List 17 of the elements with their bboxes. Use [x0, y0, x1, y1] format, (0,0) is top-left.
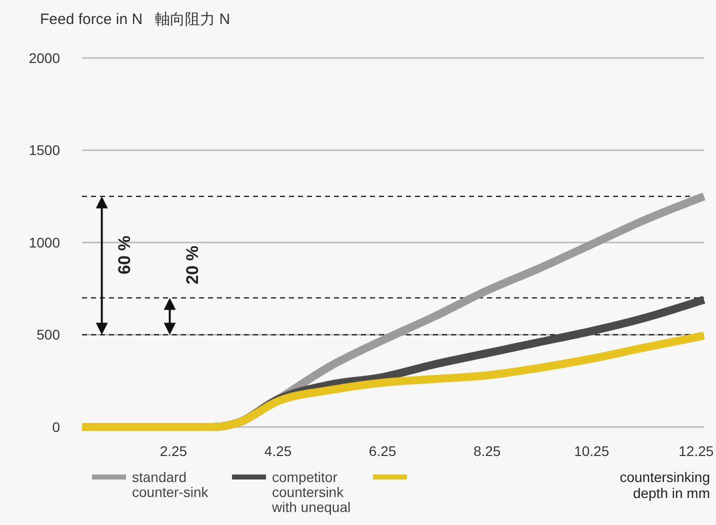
x-tick-label: 10.25: [574, 443, 610, 459]
legend-label: competitor countersink with unequal: [271, 469, 351, 515]
x-tick-label: 6.25: [368, 443, 396, 459]
y-tick-label: 1500: [28, 142, 60, 158]
annotation: 20 %: [182, 246, 202, 284]
legend-label: standard counter-sink: [132, 469, 210, 500]
y-tick-label: 2000: [28, 50, 60, 66]
x-tick-label: 12.25: [678, 443, 714, 459]
x-tick-label: 4.25: [264, 443, 292, 459]
y-tick-label: 0: [52, 418, 60, 435]
y-axis-title: Feed force in N 軸向阻力 N: [40, 11, 230, 28]
x-tick-label: 8.25: [473, 443, 501, 459]
x-tick-label: 2.25: [160, 443, 188, 459]
x-axis-title: countersinking depth in mm: [620, 469, 710, 501]
y-tick-label: 1000: [28, 234, 60, 250]
y-tick-label: 500: [36, 326, 60, 343]
annotation: 60 %: [114, 236, 134, 274]
